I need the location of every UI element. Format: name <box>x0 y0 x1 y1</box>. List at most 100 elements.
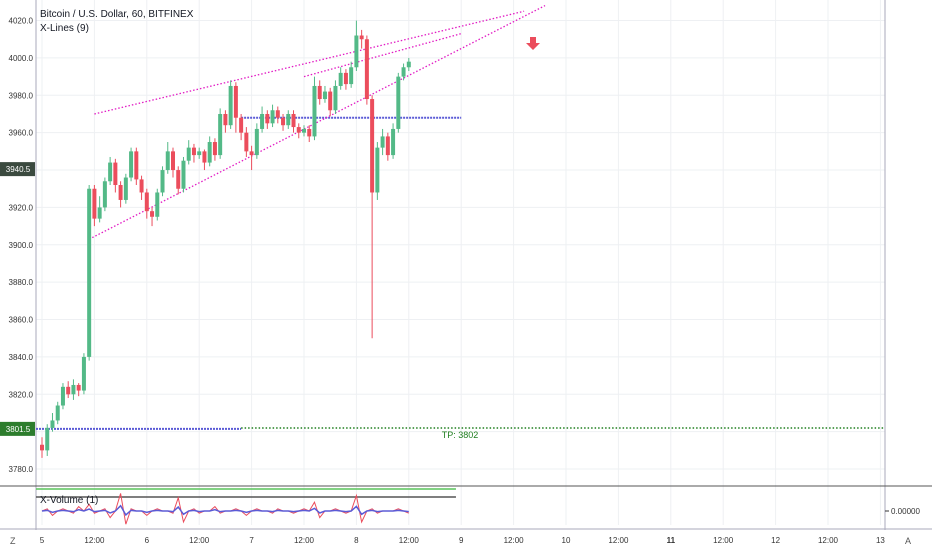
indicator-legend[interactable]: X-Lines (9) <box>40 23 89 34</box>
candle-body[interactable] <box>123 177 128 200</box>
candle-body[interactable] <box>406 61 411 68</box>
candle-body[interactable] <box>155 192 160 217</box>
x-tick-label: 6 <box>145 536 150 545</box>
candle-body[interactable] <box>202 151 207 163</box>
x-tick-label: 12:00 <box>294 536 315 545</box>
candle-body[interactable] <box>197 151 202 156</box>
candle-body[interactable] <box>296 127 301 133</box>
candle-body[interactable] <box>375 147 380 193</box>
candle-body[interactable] <box>102 181 107 208</box>
candle-body[interactable] <box>81 356 86 391</box>
candle-body[interactable] <box>380 136 385 148</box>
candle-body[interactable] <box>275 110 280 118</box>
candle-body[interactable] <box>391 128 396 156</box>
auto-scale-button[interactable]: A <box>905 536 912 546</box>
candle-body[interactable] <box>349 67 354 85</box>
current-price-label: 3940.5 <box>6 165 31 174</box>
candle-body[interactable] <box>307 128 312 137</box>
candle-body[interactable] <box>343 72 348 85</box>
candle-body[interactable] <box>113 162 118 186</box>
timezone-corner-button[interactable]: Z <box>10 536 16 546</box>
candle-body[interactable] <box>97 207 102 219</box>
x-tick-label: 12:00 <box>608 536 629 545</box>
trendline <box>94 10 525 115</box>
candle-body[interactable] <box>270 110 275 124</box>
y-tick-label: 3780.0 <box>9 465 34 474</box>
candle-body[interactable] <box>228 85 233 126</box>
y-tick-label: 4000.0 <box>9 54 34 63</box>
candle-body[interactable] <box>108 162 113 182</box>
candle-body[interactable] <box>181 160 186 189</box>
candle-body[interactable] <box>171 151 175 171</box>
candle-body[interactable] <box>338 72 343 86</box>
candle-body[interactable] <box>401 67 406 77</box>
candle-body[interactable] <box>45 427 50 451</box>
candle-body[interactable] <box>370 99 375 193</box>
candle-body[interactable] <box>317 85 322 100</box>
candle-body[interactable] <box>265 113 270 124</box>
y-tick-label: 3980.0 <box>9 91 34 100</box>
candle-body[interactable] <box>87 188 92 357</box>
tp-label: TP: 3802 <box>442 430 479 440</box>
candle-body[interactable] <box>328 91 333 111</box>
x-tick-label: 7 <box>249 536 254 545</box>
candle-body[interactable] <box>165 151 170 171</box>
candle-body[interactable] <box>286 113 291 126</box>
candle-body[interactable] <box>322 91 327 100</box>
candle-body[interactable] <box>134 151 139 180</box>
target-price-label: 3801.5 <box>6 425 31 434</box>
x-tick-label: 10 <box>562 536 571 545</box>
candle-body[interactable] <box>260 113 265 129</box>
candle-body[interactable] <box>233 85 238 118</box>
x-tick-label: 13 <box>876 536 885 545</box>
candle-body[interactable] <box>191 147 196 156</box>
candle-body[interactable] <box>291 113 296 128</box>
x-tick-label: 12:00 <box>399 536 420 545</box>
candle-body[interactable] <box>176 170 181 189</box>
y-tick-label: 3840.0 <box>9 353 34 362</box>
candle-body[interactable] <box>66 386 71 395</box>
x-tick-label: 11 <box>667 536 676 545</box>
volume-legend[interactable]: X-Volume (1) <box>40 495 99 506</box>
y-tick-label: 3820.0 <box>9 390 34 399</box>
x-tick-label: 12:00 <box>818 536 839 545</box>
candle-body[interactable] <box>239 117 244 133</box>
candle-body[interactable] <box>212 142 217 156</box>
candle-body[interactable] <box>92 188 97 219</box>
candle-body[interactable] <box>207 142 212 163</box>
x-tick-label: 12:00 <box>713 536 734 545</box>
candle-body[interactable] <box>55 405 60 421</box>
candle-body[interactable] <box>385 136 390 156</box>
current-price-tag <box>0 162 35 177</box>
x-tick-label: 8 <box>354 536 359 545</box>
chart-title: Bitcoin / U.S. Dollar, 60, BITFINEX <box>40 9 194 20</box>
candle-body[interactable] <box>364 39 369 100</box>
candle-body[interactable] <box>333 85 338 111</box>
volume-line-blue <box>41 504 409 517</box>
candle-body[interactable] <box>40 444 44 451</box>
candle-body[interactable] <box>281 117 286 126</box>
candle-body[interactable] <box>76 384 81 391</box>
candle-body[interactable] <box>244 132 249 152</box>
candle-body[interactable] <box>312 85 317 137</box>
candle-body[interactable] <box>302 128 306 133</box>
candle-body[interactable] <box>354 35 359 68</box>
candle-body[interactable] <box>254 128 259 156</box>
candle-body[interactable] <box>60 386 65 406</box>
candle-body[interactable] <box>71 384 76 395</box>
candle-body[interactable] <box>396 76 401 129</box>
candle-body[interactable] <box>223 113 228 126</box>
candle-body[interactable] <box>150 211 155 217</box>
candle-body[interactable] <box>186 147 191 161</box>
candle-body[interactable] <box>359 35 364 40</box>
candle-body[interactable] <box>218 113 223 156</box>
candle-body[interactable] <box>249 151 254 156</box>
candle-body[interactable] <box>118 185 123 200</box>
candle-body[interactable] <box>160 170 165 193</box>
candle-body[interactable] <box>139 179 144 193</box>
candle-body[interactable] <box>144 192 149 212</box>
candle-body[interactable] <box>129 151 134 178</box>
candle-body[interactable] <box>50 420 55 428</box>
